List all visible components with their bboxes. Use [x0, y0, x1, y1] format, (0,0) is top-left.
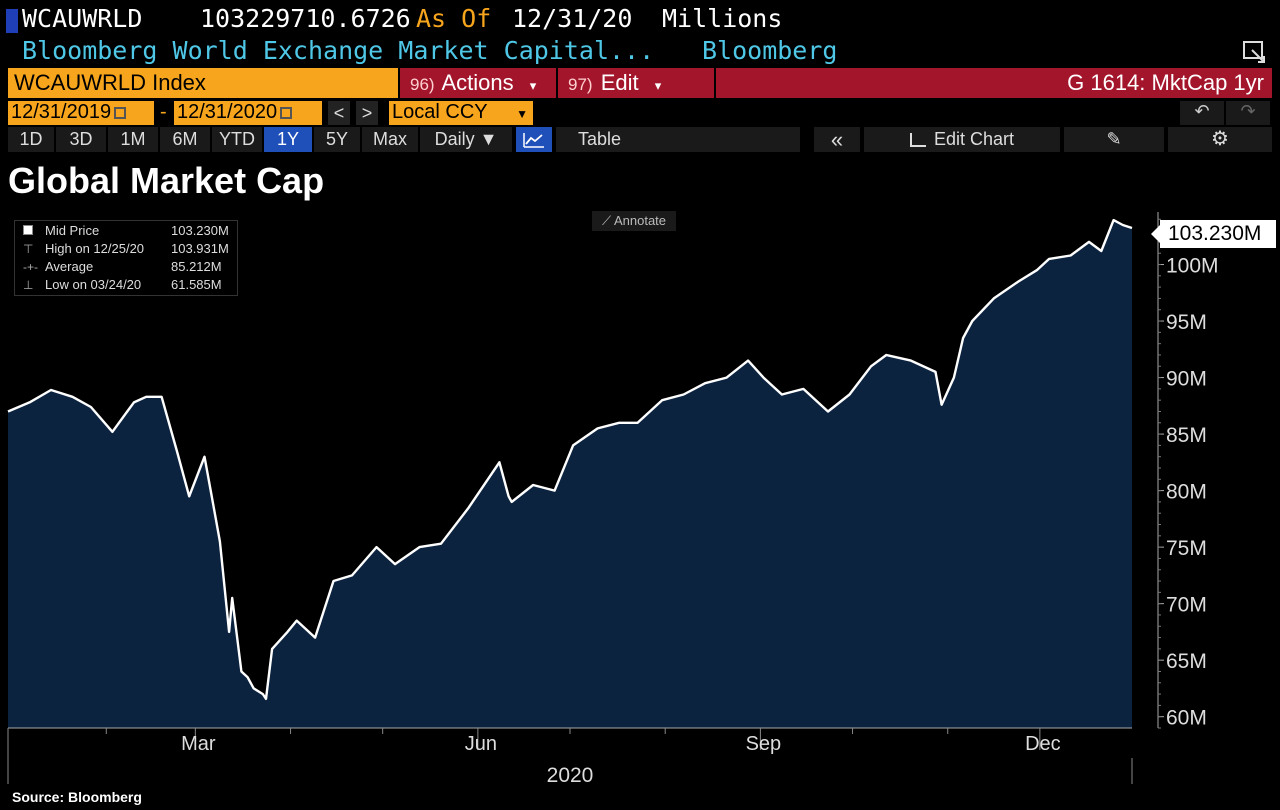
- average-marker-icon: -+-: [23, 260, 38, 274]
- period-1d-button[interactable]: 1D: [8, 127, 54, 152]
- pencil-icon[interactable]: ✎: [1064, 127, 1164, 152]
- series-line-mid-price: [7, 218, 1133, 700]
- units-label: Millions: [662, 4, 783, 33]
- table-view-button[interactable]: Table: [556, 127, 800, 152]
- period-5y-button[interactable]: 5Y: [314, 127, 360, 152]
- period-1m-button[interactable]: 1M: [108, 127, 158, 152]
- start-date-input[interactable]: 12/31/2019: [8, 101, 154, 125]
- edit-chart-button[interactable]: Edit Chart: [864, 127, 1060, 152]
- y-tick-label: 95M: [1166, 311, 1207, 334]
- edit-chart-label: Edit Chart: [933, 129, 1015, 149]
- axis-layer: 60M 65M 70M 75M 80M 85M 90M 95M 100M Mar Jun Sep Dec…: [7, 212, 1219, 786]
- legend-value: 103.230M: [171, 223, 229, 238]
- last-value: 103229710.6726: [200, 4, 411, 33]
- legend-value: 85.212M: [171, 259, 222, 274]
- legend-row-low: ⊥ Low on 03/24/20 61.585M: [21, 277, 235, 295]
- legend-row-average: -+- Average 85.212M: [21, 259, 235, 277]
- period-6m-button[interactable]: 6M: [160, 127, 210, 152]
- previous-period-button[interactable]: <: [328, 101, 350, 125]
- command-bar: WCAUWRLD Index 96) Actions ▾ 97) Edit ▾ …: [8, 68, 1272, 98]
- y-tick-label: 80M: [1166, 481, 1207, 504]
- collapse-panel-button[interactable]: «: [814, 127, 860, 152]
- chart-legend[interactable]: Mid Price 103.230M ⊤ High on 12/25/20 10…: [14, 220, 238, 296]
- next-period-button[interactable]: >: [356, 101, 378, 125]
- edit-menu-label: Edit: [600, 70, 639, 95]
- security-description: Bloomberg World Exchange Market Capital.…: [22, 36, 655, 65]
- chevron-down-icon: ▼: [516, 107, 528, 121]
- x-tick-label: Dec: [1025, 733, 1061, 755]
- legend-row-high: ⊤ High on 12/25/20 103.931M: [21, 241, 235, 259]
- legend-label: Low on 03/24/20: [45, 277, 142, 292]
- redo-button[interactable]: ↷: [1226, 101, 1270, 125]
- end-date-input[interactable]: 12/31/2020: [174, 101, 322, 125]
- area-layer: [8, 220, 1132, 728]
- annotate-button[interactable]: ⟋ Annotate: [592, 211, 676, 231]
- calendar-icon[interactable]: [114, 106, 127, 119]
- source-name: Bloomberg: [702, 36, 838, 65]
- annotate-label: Annotate: [613, 213, 667, 228]
- chevron-down-icon: ▾: [529, 78, 537, 93]
- description-line: Bloomberg World Exchange Market Capital.…: [0, 36, 1280, 68]
- y-tick-label: 70M: [1166, 594, 1207, 617]
- legend-value: 61.585M: [171, 277, 222, 292]
- period-max-button[interactable]: Max: [362, 127, 418, 152]
- command-field[interactable]: G 1614: MktCap 1yr: [716, 68, 1272, 98]
- y-tick-label: 85M: [1166, 424, 1207, 447]
- actions-menu-number: 96): [410, 75, 435, 94]
- start-date-value: 12/31/2019: [11, 101, 112, 123]
- market-cap-chart[interactable]: 60M 65M 70M 75M 80M 85M 90M 95M 100M Mar Jun Sep Dec…: [0, 208, 1280, 786]
- chevron-down-icon: ▾: [654, 78, 662, 93]
- actions-menu-button[interactable]: 96) Actions ▾: [400, 68, 556, 98]
- x-axis-label: 2020: [547, 764, 594, 786]
- calendar-icon[interactable]: [280, 106, 293, 119]
- x-tick-label: Sep: [746, 733, 782, 755]
- edit-menu-number: 97): [568, 75, 593, 94]
- date-range-bar: 12/31/2019 - 12/31/2020 < > Local CCY ▼ ↶…: [8, 101, 1272, 125]
- security-field[interactable]: WCAUWRLD Index: [8, 68, 398, 98]
- ticker-symbol: WCAUWRLD: [22, 4, 143, 33]
- chart-edit-icon: [909, 133, 926, 148]
- gear-icon[interactable]: ⚙: [1168, 127, 1272, 152]
- period-1y-button[interactable]: 1Y: [264, 127, 312, 152]
- table-view-label: Table: [578, 129, 622, 149]
- chart-toolbar: 1D 3D 1M 6M YTD 1Y 5Y Max Daily ▼ Table …: [8, 127, 1272, 152]
- period-3d-button[interactable]: 3D: [56, 127, 106, 152]
- line-layer: [7, 218, 1133, 700]
- high-marker-icon: ⊤: [23, 242, 34, 256]
- low-marker-icon: ⊥: [23, 278, 34, 292]
- y-tick-label: 60M: [1166, 707, 1207, 730]
- annotate-icon: ⟋: [601, 213, 614, 228]
- y-tick-label: 90M: [1166, 368, 1207, 391]
- currency-select[interactable]: Local CCY ▼: [389, 101, 533, 125]
- frequency-select[interactable]: Daily ▼: [420, 127, 512, 152]
- cursor-block: [6, 9, 18, 33]
- x-tick-label: Jun: [465, 733, 497, 755]
- line-chart-icon[interactable]: [516, 127, 552, 152]
- x-tick-label: Mar: [181, 733, 216, 755]
- source-note: Source: Bloomberg: [12, 789, 142, 805]
- legend-row-mid-price: Mid Price 103.230M: [21, 223, 235, 241]
- edit-menu-button[interactable]: 97) Edit ▾: [558, 68, 714, 98]
- y-tick-label: 75M: [1166, 537, 1207, 560]
- series-area-fill: [8, 220, 1132, 728]
- date-separator: -: [160, 101, 167, 123]
- legend-label: Average: [45, 259, 94, 274]
- as-of-label: As Of: [416, 4, 492, 33]
- legend-value: 103.931M: [171, 241, 229, 256]
- as-of-date: 12/31/20: [512, 4, 633, 33]
- end-date-value: 12/31/2020: [177, 101, 278, 123]
- last-price-tag: 103.230M: [1151, 220, 1276, 248]
- chart-title: Global Market Cap: [8, 160, 325, 201]
- legend-label: Mid Price: [45, 223, 100, 238]
- actions-menu-label: Actions: [441, 70, 514, 95]
- ticker-header-line: WCAUWRLD 103229710.6726 As Of 12/31/20 M…: [0, 4, 1280, 36]
- popout-icon[interactable]: [1242, 40, 1270, 66]
- square-marker-icon: [23, 224, 39, 238]
- period-ytd-button[interactable]: YTD: [212, 127, 262, 152]
- currency-value: Local CCY: [392, 101, 488, 123]
- legend-label: High on 12/25/20: [45, 241, 145, 256]
- y-tick-label: 65M: [1166, 650, 1207, 673]
- undo-button[interactable]: ↶: [1180, 101, 1224, 125]
- y-tick-label: 100M: [1166, 255, 1219, 278]
